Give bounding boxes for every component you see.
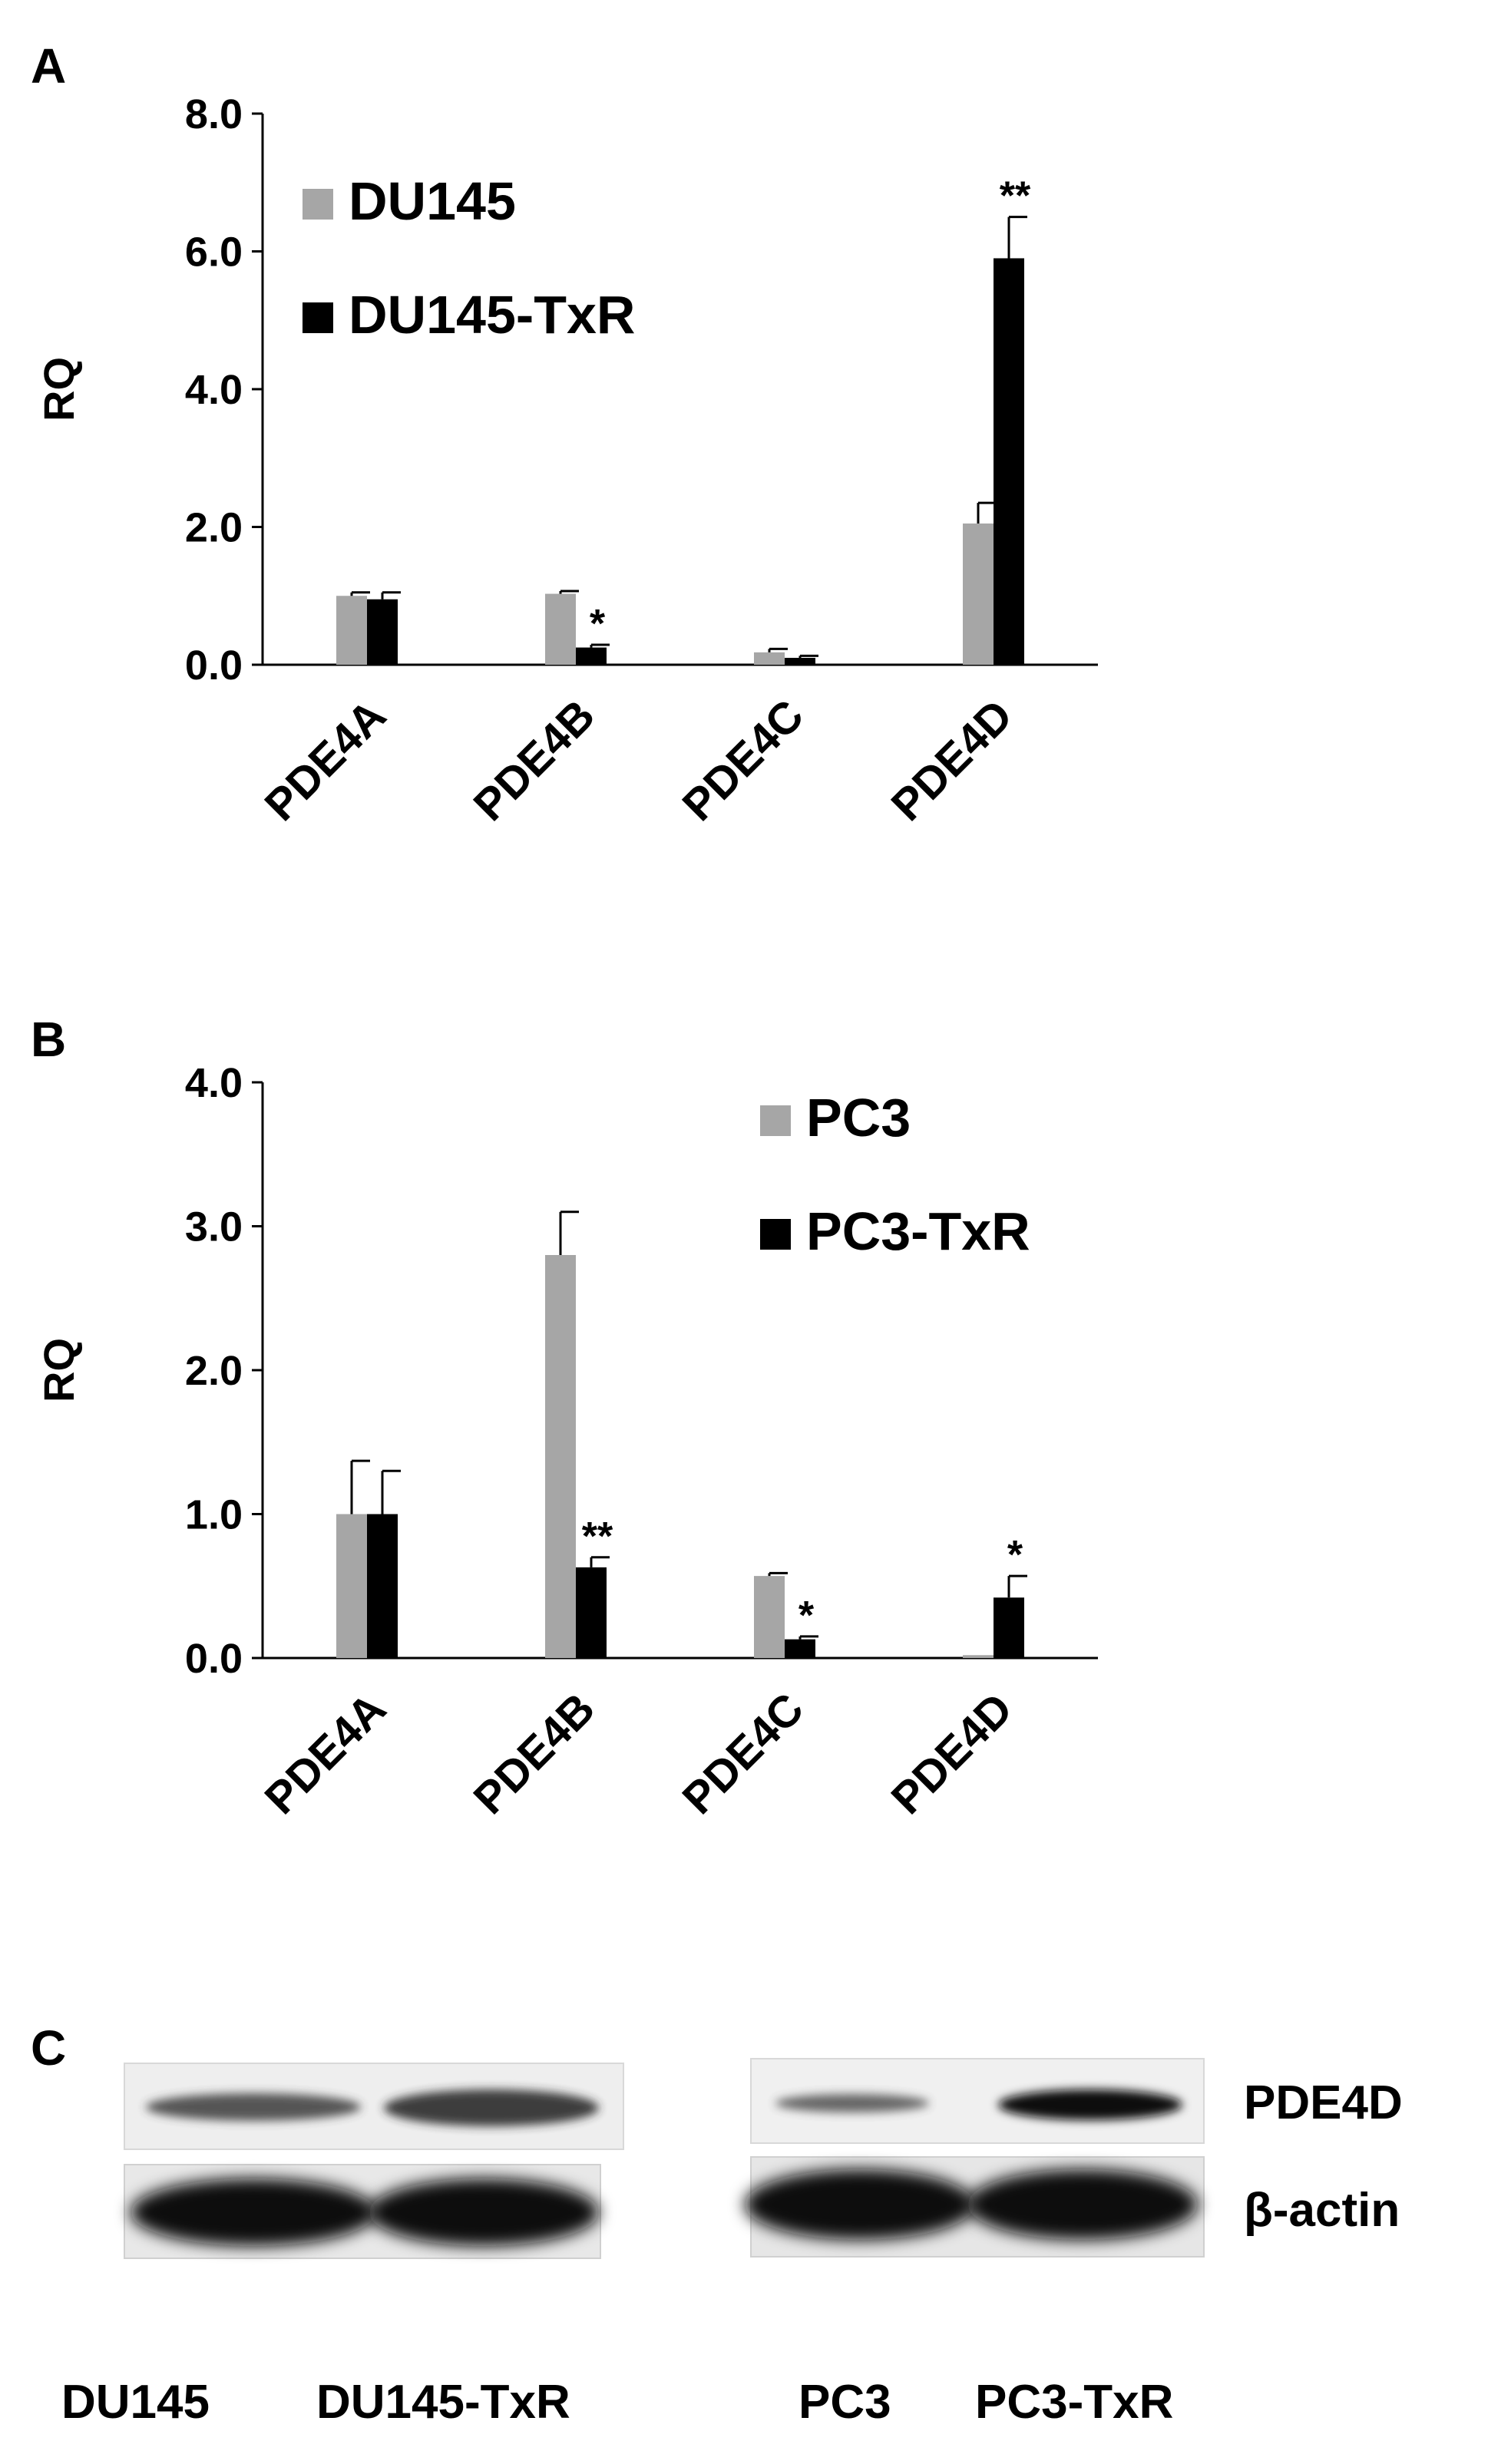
legend-label: DU145-TxR — [349, 285, 635, 345]
y-tick-label: 1.0 — [185, 1492, 243, 1538]
bar — [336, 1514, 367, 1658]
significance-label: * — [1007, 1533, 1023, 1577]
legend-label: PC3-TxR — [806, 1201, 1030, 1261]
bar — [367, 599, 398, 665]
y-tick-label: 0.0 — [185, 1636, 243, 1682]
bar — [994, 258, 1024, 666]
bar — [963, 524, 994, 665]
bar — [545, 1255, 576, 1658]
y-tick-label: 6.0 — [185, 230, 243, 276]
y-tick-label: 8.0 — [185, 91, 243, 137]
blot-right-pde4d — [750, 2058, 1205, 2144]
blot-left-actin — [124, 2164, 601, 2259]
y-axis-label: RQ — [35, 1338, 83, 1402]
bar — [785, 658, 815, 665]
row-label-actin: β-actin — [1244, 2184, 1400, 2237]
lane-label-pc3: PC3 — [798, 2376, 891, 2429]
significance-label: ** — [582, 1514, 613, 1559]
bar — [336, 596, 367, 665]
blot-right-actin — [745, 2156, 1205, 2258]
panel-a-letter: A — [31, 38, 66, 94]
row-label-pde4d: PDE4D — [1244, 2076, 1403, 2129]
blot-left-pde4d — [124, 2063, 624, 2150]
bar — [754, 1576, 785, 1658]
significance-label: ** — [1000, 174, 1031, 219]
category-label: PDE4B — [464, 690, 604, 831]
y-axis-label: RQ — [35, 357, 83, 421]
y-tick-label: 0.0 — [185, 642, 243, 689]
significance-label: * — [798, 1594, 815, 1638]
y-tick-label: 2.0 — [185, 505, 243, 551]
category-label: PDE4A — [255, 690, 395, 831]
bar — [576, 1567, 607, 1658]
legend-swatch — [303, 302, 333, 333]
panel-c: C PDE4D β-actin DU145 DU145-TxR P — [31, 2020, 1403, 2429]
chart-a: 0.0 2.0 4.0 6.0 8.0 RQ PDE4A * PDE4B PDE4C ** PDE4D… — [35, 91, 1098, 831]
legend-swatch — [760, 1105, 791, 1136]
y-tick-label: 4.0 — [185, 367, 243, 413]
y-tick-label: 2.0 — [185, 1348, 243, 1394]
bar — [785, 1639, 815, 1658]
y-tick-label: 4.0 — [185, 1060, 243, 1106]
category-label: PDE4B — [464, 1683, 604, 1824]
legend-label: PC3 — [806, 1088, 911, 1148]
category-label: PDE4D — [881, 690, 1022, 831]
lane-label-pc3-txr: PC3-TxR — [975, 2376, 1173, 2429]
category-label: PDE4D — [881, 1683, 1022, 1824]
bar — [963, 1655, 994, 1658]
bar — [754, 652, 785, 665]
panel-a: A 0.0 2.0 4.0 6.0 8.0 RQ PDE4A * PDE4B PDE4C ** PDE… — [31, 38, 1098, 831]
legend-swatch — [303, 189, 333, 220]
y-tick-label: 3.0 — [185, 1204, 243, 1250]
significance-label: * — [590, 602, 606, 646]
legend-label: DU145 — [349, 171, 516, 231]
category-label: PDE4C — [673, 690, 813, 831]
category-label: PDE4C — [673, 1683, 813, 1824]
panel-b: B 0.0 1.0 2.0 3.0 4.0 RQ PDE4A ** PDE4B * PDE4C * PD… — [31, 1012, 1098, 1824]
chart-b: 0.0 1.0 2.0 3.0 4.0 RQ PDE4A ** PDE4B * PDE4C * PDE4… — [35, 1060, 1098, 1824]
bar — [545, 593, 576, 665]
panel-b-letter: B — [31, 1012, 66, 1067]
category-label: PDE4A — [255, 1683, 395, 1824]
bar — [367, 1514, 398, 1658]
bar — [576, 647, 607, 665]
panel-c-letter: C — [31, 2020, 66, 2076]
bar — [994, 1597, 1024, 1658]
legend-swatch — [760, 1219, 791, 1250]
lane-label-du145-txr: DU145-TxR — [316, 2376, 570, 2429]
lane-label-du145: DU145 — [61, 2376, 210, 2429]
